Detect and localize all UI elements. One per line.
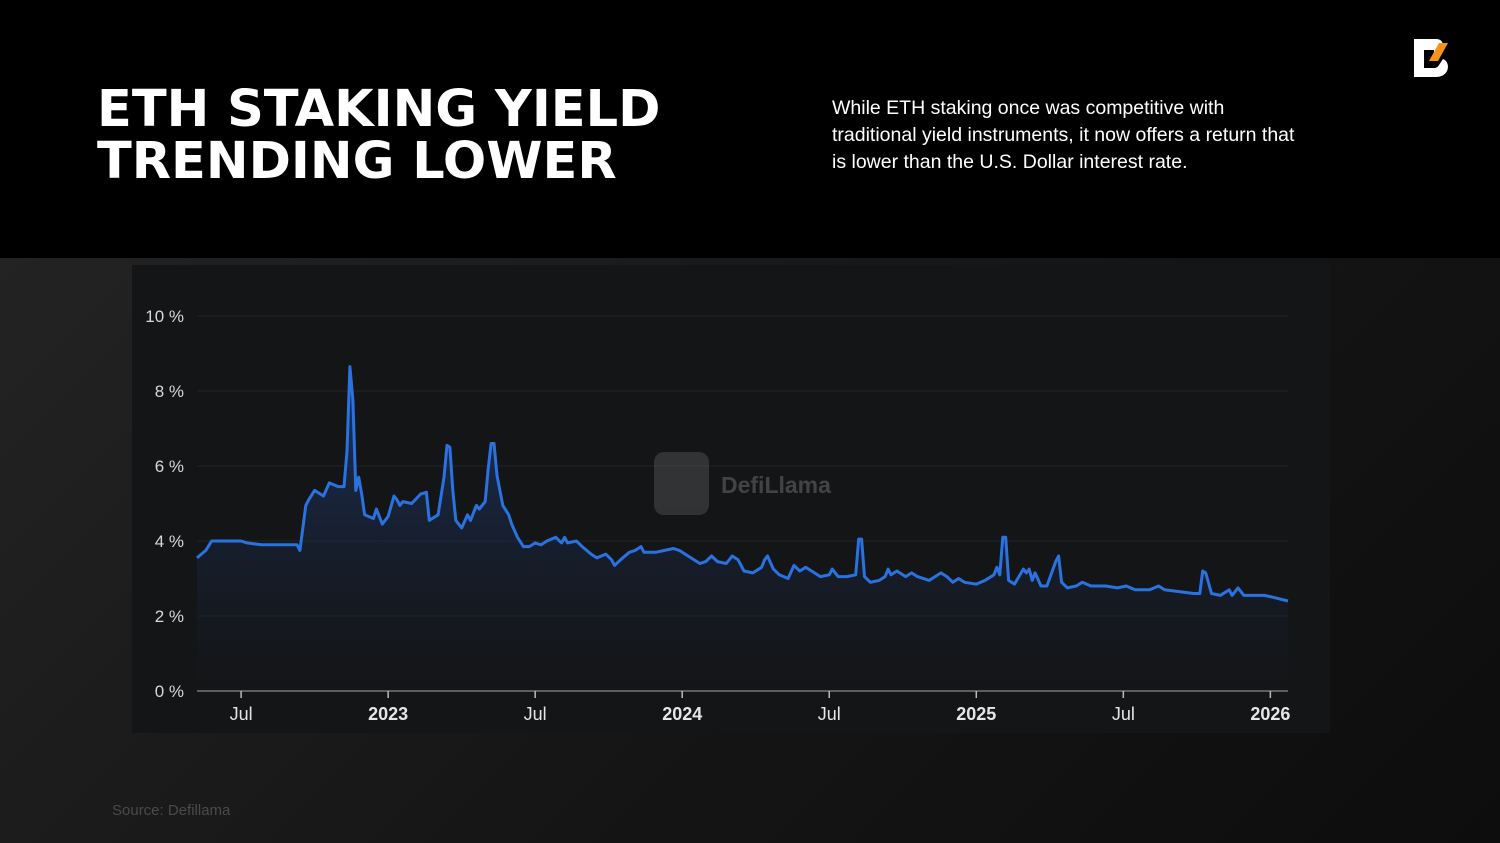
axes: 0 % 2 % 4 % 6 % 8 % 10 % Jul 2023 Jul 2024 Jul 2025… — [145, 307, 1290, 724]
x-tick-label: Jul — [230, 704, 253, 724]
title-line-1: ETH STAKING YIELD — [97, 80, 661, 139]
x-tick-label: Jul — [818, 704, 841, 724]
brand-b-logo-icon — [1414, 39, 1448, 77]
x-tick-label: Jul — [524, 704, 547, 724]
series-line — [196, 365, 1289, 603]
y-tick-label: 6 % — [155, 457, 184, 476]
llama-logo-icon — [654, 452, 709, 515]
y-tick-label: 4 % — [155, 532, 184, 551]
title-line-2: TRENDING LOWER — [97, 132, 617, 191]
y-tick-label: 0 % — [155, 682, 184, 701]
y-tick-label: 2 % — [155, 607, 184, 626]
x-tick-label: 2023 — [368, 704, 408, 724]
chart-card: DefiLlama 0 % 2 % 4 % 6 % 8 % 10 % Jul 2023 Jul 2… — [132, 265, 1330, 733]
x-tick-label: Jul — [1112, 704, 1135, 724]
x-tick-label: 2025 — [956, 704, 996, 724]
y-tick-label: 8 % — [155, 382, 184, 401]
defillama-watermark: DefiLlama — [654, 452, 831, 515]
staking-yield-chart: DefiLlama 0 % 2 % 4 % 6 % 8 % 10 % Jul 2023 Jul 2… — [145, 307, 1290, 724]
x-tick-label: 2024 — [662, 704, 702, 724]
y-tick-label: 10 % — [145, 307, 184, 326]
source-note: Source: Defillama — [112, 802, 231, 819]
series-area — [197, 366, 1288, 691]
description: While ETH staking once was competitive w… — [832, 97, 1295, 173]
watermark-text: DefiLlama — [721, 472, 831, 498]
x-tick-label: 2026 — [1250, 704, 1290, 724]
page-title: ETH STAKING YIELD TRENDING LOWER — [97, 84, 660, 188]
